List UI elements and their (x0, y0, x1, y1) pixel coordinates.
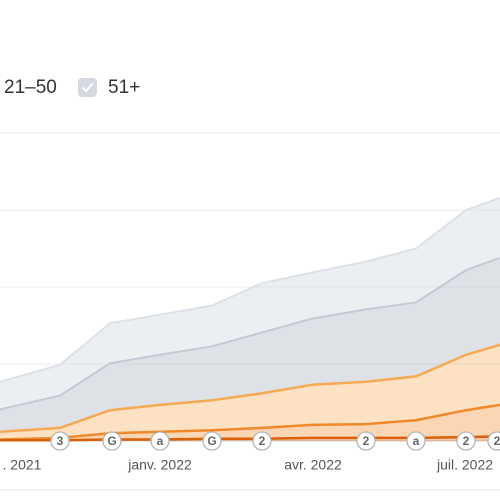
annotation-label: a (157, 434, 164, 448)
annotation-label: 2 (463, 434, 470, 448)
legend-label[interactable]: 51+ (108, 77, 140, 98)
annotation-badge (456, 431, 476, 451)
annotation-badge (102, 431, 122, 451)
annotation-label: G (207, 434, 216, 448)
area (0, 344, 500, 440)
annotation-label: 2 (259, 434, 266, 448)
annotation-badge (406, 431, 426, 451)
x-tick-label: . 2021 (3, 457, 42, 473)
annotation-label: G (107, 434, 116, 448)
legend-label[interactable]: 21–50 (4, 77, 57, 98)
x-tick-label: juil. 2022 (436, 457, 493, 473)
annotation-badge (50, 431, 70, 451)
area-line (0, 256, 500, 411)
annotation-label: 2 (363, 434, 370, 448)
annotation-badge (487, 431, 500, 451)
check-icon (81, 82, 94, 93)
annotation-badge (252, 431, 272, 451)
area (0, 404, 500, 441)
area-line (0, 403, 500, 441)
legend: 21–50 51+ (4, 77, 140, 98)
annotation-label: a (413, 434, 420, 448)
annotation-label: 2 (494, 434, 500, 448)
area (0, 197, 500, 410)
x-tick-label: janv. 2022 (127, 457, 192, 473)
area-line (0, 196, 500, 383)
annotation-badge (356, 431, 376, 451)
annotation-badge (202, 431, 222, 451)
annotation-label: 3 (57, 434, 64, 448)
areas (0, 196, 500, 442)
area-line (0, 343, 500, 434)
area (0, 257, 500, 432)
x-tick-label: avr. 2022 (284, 457, 342, 473)
legend-checkbox[interactable] (78, 78, 97, 97)
annotation-badge (150, 431, 170, 451)
